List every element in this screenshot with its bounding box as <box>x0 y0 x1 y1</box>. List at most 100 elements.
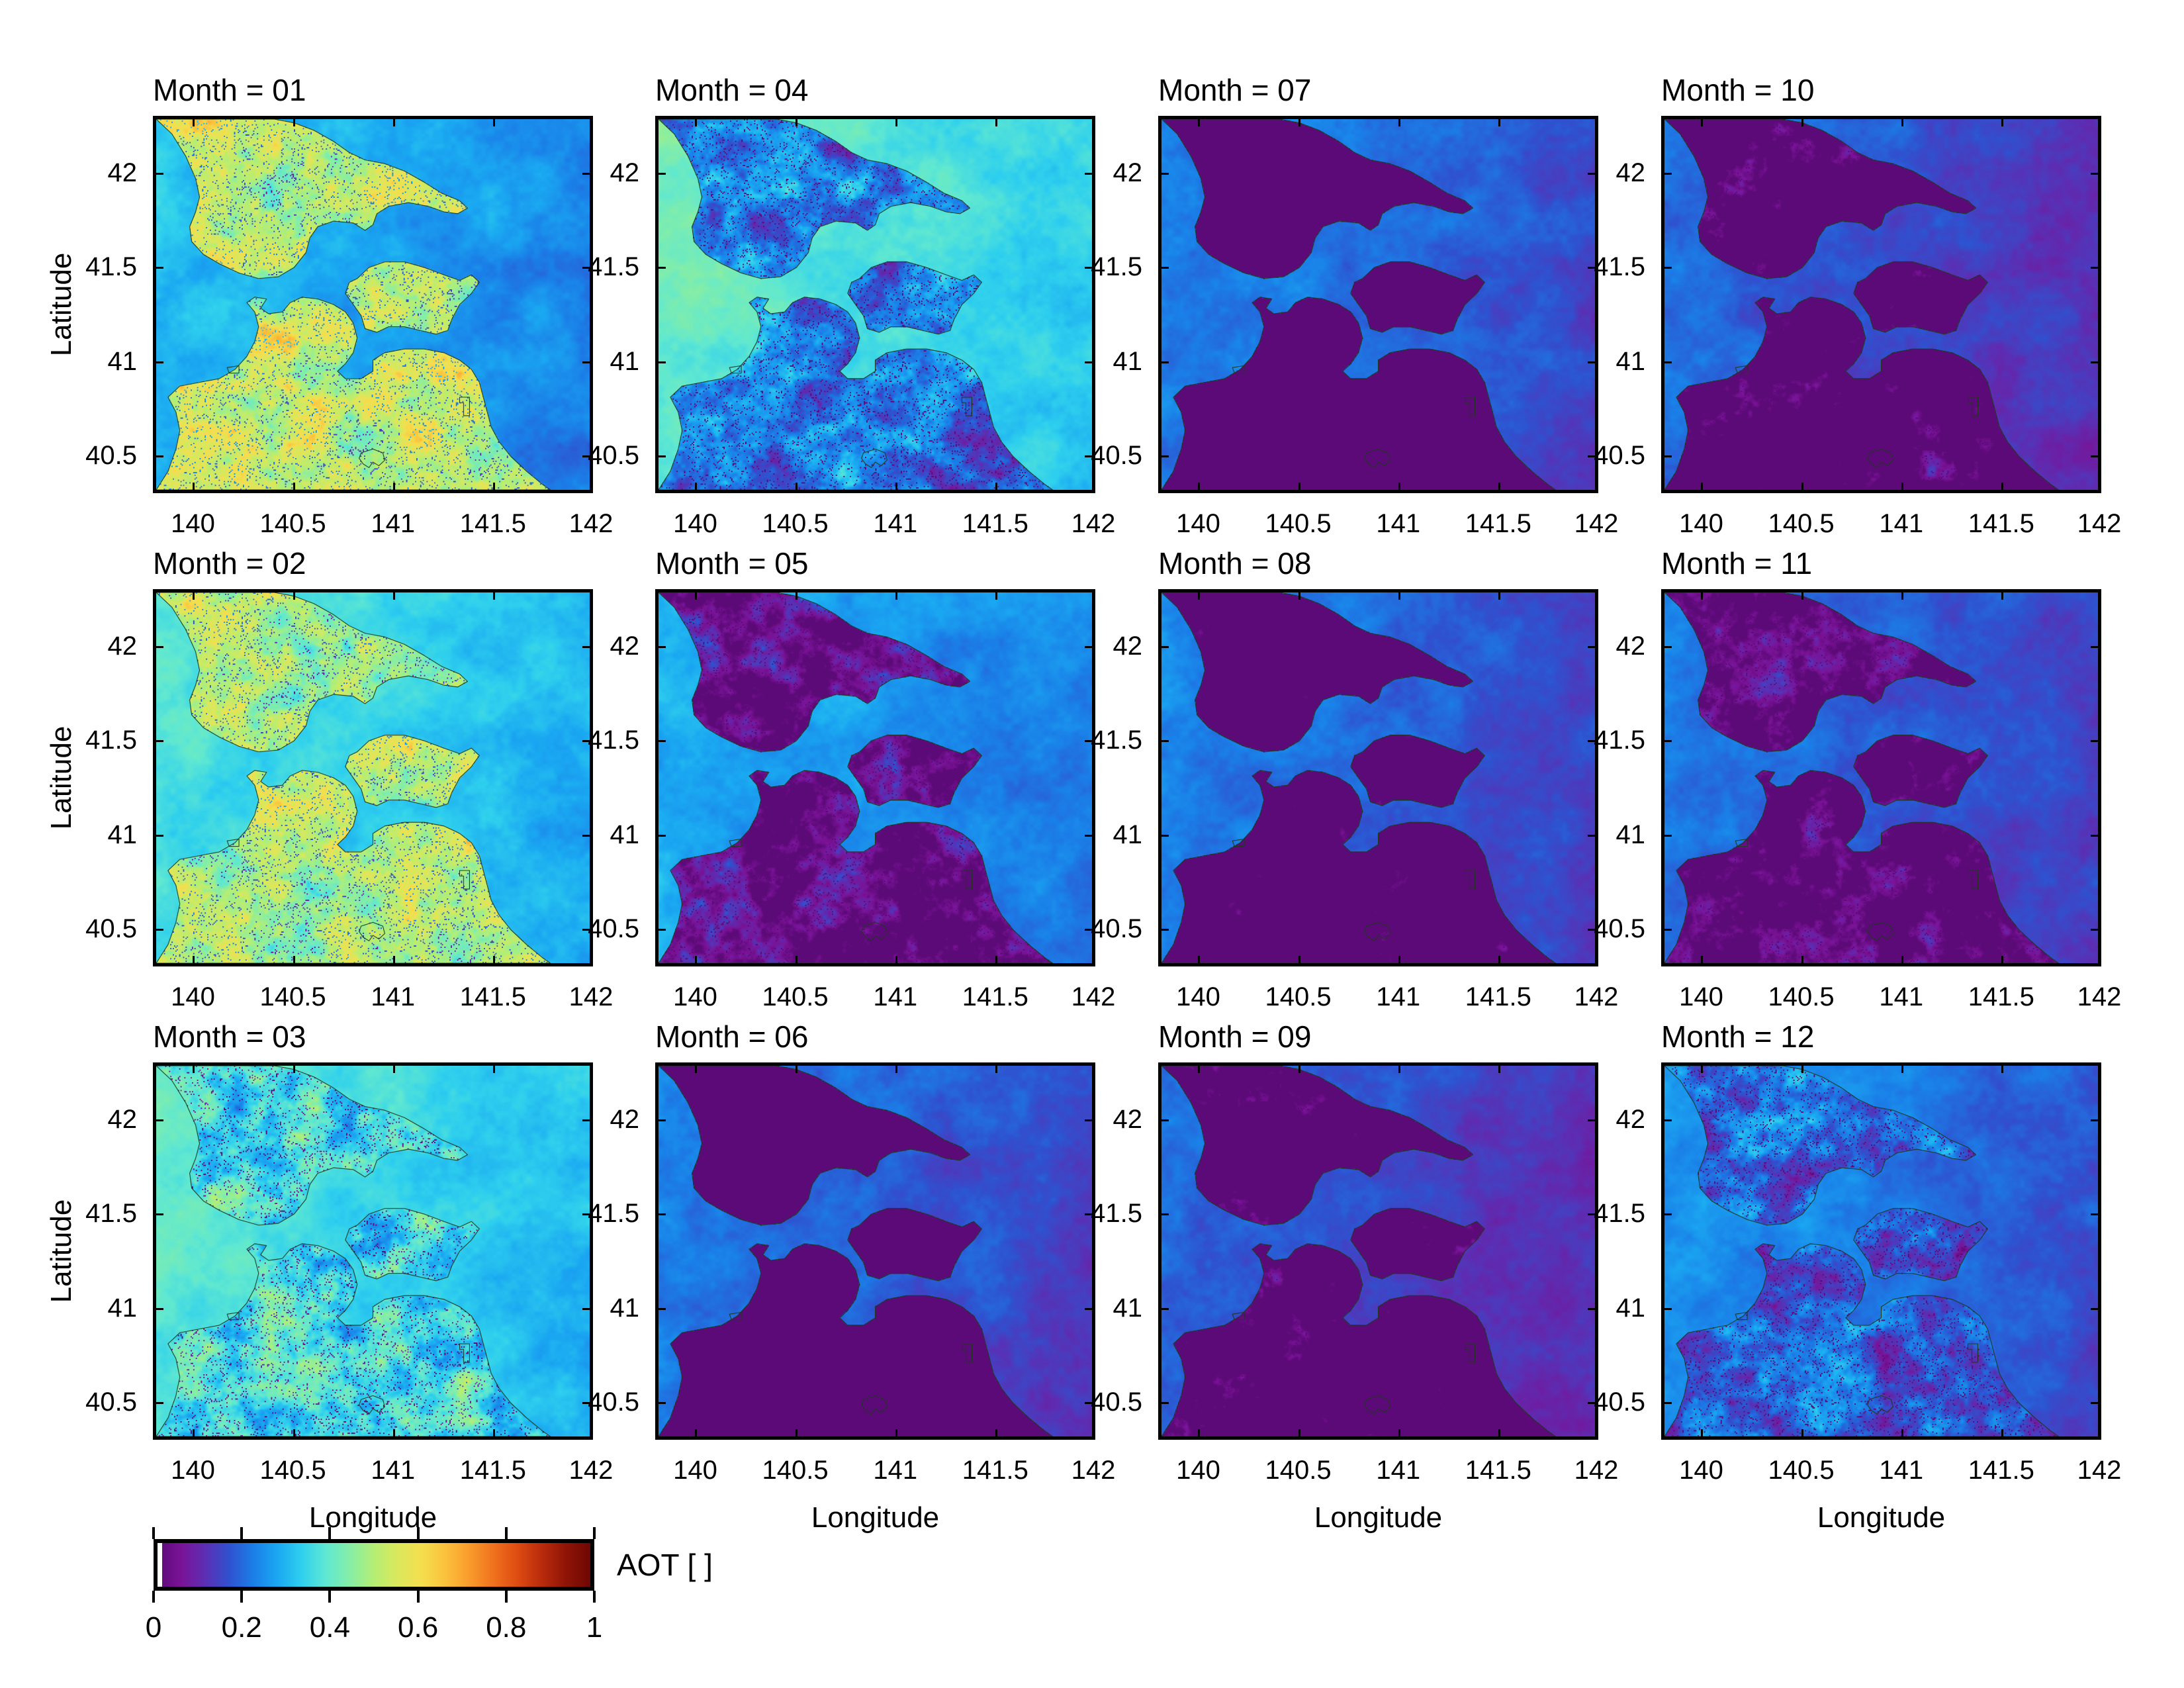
panel-title: Month = 05 <box>655 546 809 581</box>
y-tick-mark <box>582 1213 593 1215</box>
y-tick-label: 41.5 <box>588 252 639 281</box>
x-tick-mark <box>293 1062 295 1073</box>
colorbar-tick-mark <box>504 1591 508 1603</box>
aot-raster <box>156 119 590 490</box>
y-tick-mark <box>655 1213 666 1215</box>
x-tick-mark <box>1596 956 1598 966</box>
x-tick-label: 142 <box>1574 509 1619 538</box>
x-tick-label: 140 <box>171 982 215 1011</box>
map-plot-area <box>1661 116 2101 493</box>
x-tick-mark <box>1701 483 1704 493</box>
x-tick-mark <box>795 1429 797 1440</box>
y-tick-label: 42 <box>610 1104 640 1134</box>
x-tick-label: 140.5 <box>259 509 326 538</box>
colorbar-title: AOT [ ] <box>617 1548 713 1582</box>
y-tick-label: 40.5 <box>85 441 137 470</box>
y-tick-label: 42 <box>610 158 640 187</box>
x-tick-mark <box>995 1429 997 1440</box>
y-tick-mark <box>655 834 666 837</box>
x-tick-mark <box>591 483 593 493</box>
x-tick-mark <box>895 1062 897 1073</box>
x-tick-mark <box>1093 589 1095 600</box>
x-tick-label: 142 <box>2077 1456 2122 1485</box>
x-tick-mark <box>392 1062 395 1073</box>
colorbar-tick-mark <box>328 1591 332 1603</box>
x-axis-label: Longitude <box>811 1501 940 1534</box>
x-tick-label: 142 <box>569 509 614 538</box>
x-tick-label: 141.5 <box>962 982 1028 1011</box>
y-tick-mark <box>1661 645 1672 648</box>
aot-raster <box>156 1066 590 1436</box>
y-tick-mark <box>2091 267 2101 269</box>
x-tick-label: 140 <box>1176 1456 1220 1485</box>
x-tick-mark <box>1298 1429 1300 1440</box>
map-plot-area <box>655 116 1095 493</box>
map-panel-month-04: Month = 04 140 140.5 141 141.5 142 40.5 41 41.5 4… <box>588 75 1115 537</box>
x-tick-mark <box>695 483 698 493</box>
x-tick-label: 141 <box>1879 509 1924 538</box>
aot-raster <box>1161 592 1595 963</box>
aot-raster <box>1664 592 2098 963</box>
y-tick-mark <box>153 740 163 742</box>
x-tick-mark <box>492 483 495 493</box>
y-tick-label: 40.5 <box>1091 914 1142 943</box>
panel-title: Month = 02 <box>153 546 306 581</box>
x-tick-mark <box>1901 483 1903 493</box>
map-plot-area <box>655 1062 1095 1440</box>
y-tick-mark <box>153 267 163 269</box>
x-tick-mark <box>795 1062 797 1073</box>
y-tick-mark <box>1085 455 1095 457</box>
x-tick-mark <box>895 956 897 966</box>
x-tick-mark <box>1498 483 1500 493</box>
x-tick-mark <box>392 1429 395 1440</box>
y-tick-label: 40.5 <box>1594 1387 1645 1417</box>
x-tick-mark <box>492 1062 495 1073</box>
x-tick-mark <box>1498 589 1500 600</box>
x-tick-label: 140 <box>1679 1456 1723 1485</box>
map-plot-area <box>1661 589 2101 966</box>
y-tick-label: 41.5 <box>588 1199 639 1228</box>
y-tick-mark <box>655 361 666 363</box>
y-tick-label: 41.5 <box>85 1199 137 1228</box>
x-tick-mark <box>1498 956 1500 966</box>
x-tick-label: 142 <box>1574 982 1619 1011</box>
x-tick-mark <box>2099 589 2101 600</box>
aot-raster <box>659 119 1092 490</box>
x-tick-label: 141.5 <box>1465 509 1531 538</box>
x-tick-mark <box>1801 956 1803 966</box>
y-tick-mark <box>1158 645 1169 648</box>
x-tick-label: 140.5 <box>259 982 326 1011</box>
y-tick-label: 41.5 <box>1594 1199 1645 1228</box>
y-tick-label: 41 <box>107 1293 138 1323</box>
x-tick-mark <box>591 1429 593 1440</box>
colorbar-tick-mark <box>240 1591 244 1603</box>
x-tick-mark <box>695 1062 698 1073</box>
panel-title: Month = 09 <box>1158 1019 1312 1054</box>
x-tick-label: 142 <box>1071 982 1116 1011</box>
map-plot-area <box>1158 1062 1598 1440</box>
x-tick-mark <box>193 1429 195 1440</box>
y-tick-label: 40.5 <box>1091 441 1142 470</box>
x-tick-mark <box>995 956 997 966</box>
x-tick-mark <box>2001 116 2003 126</box>
x-tick-label: 141 <box>873 509 918 538</box>
y-tick-mark <box>1661 267 1672 269</box>
x-tick-label: 141.5 <box>459 1456 526 1485</box>
panel-title: Month = 07 <box>1158 73 1312 107</box>
y-tick-label: 41 <box>610 1293 640 1323</box>
y-axis-label: Latitude <box>45 726 77 830</box>
x-tick-mark <box>392 589 395 600</box>
x-tick-mark <box>795 589 797 600</box>
x-tick-label: 142 <box>1071 1456 1116 1485</box>
y-tick-mark <box>582 740 593 742</box>
x-tick-label: 142 <box>569 1456 614 1485</box>
colorbar-tick-mark <box>152 1527 155 1539</box>
colorbar-tick-mark <box>152 1591 155 1603</box>
y-tick-mark <box>2091 929 2101 931</box>
x-tick-label: 141.5 <box>459 509 526 538</box>
x-tick-mark <box>2001 1429 2003 1440</box>
x-tick-label: 140 <box>673 1456 717 1485</box>
y-tick-mark <box>582 455 593 457</box>
y-tick-label: 40.5 <box>1091 1387 1142 1417</box>
y-tick-mark <box>1588 1307 1598 1310</box>
